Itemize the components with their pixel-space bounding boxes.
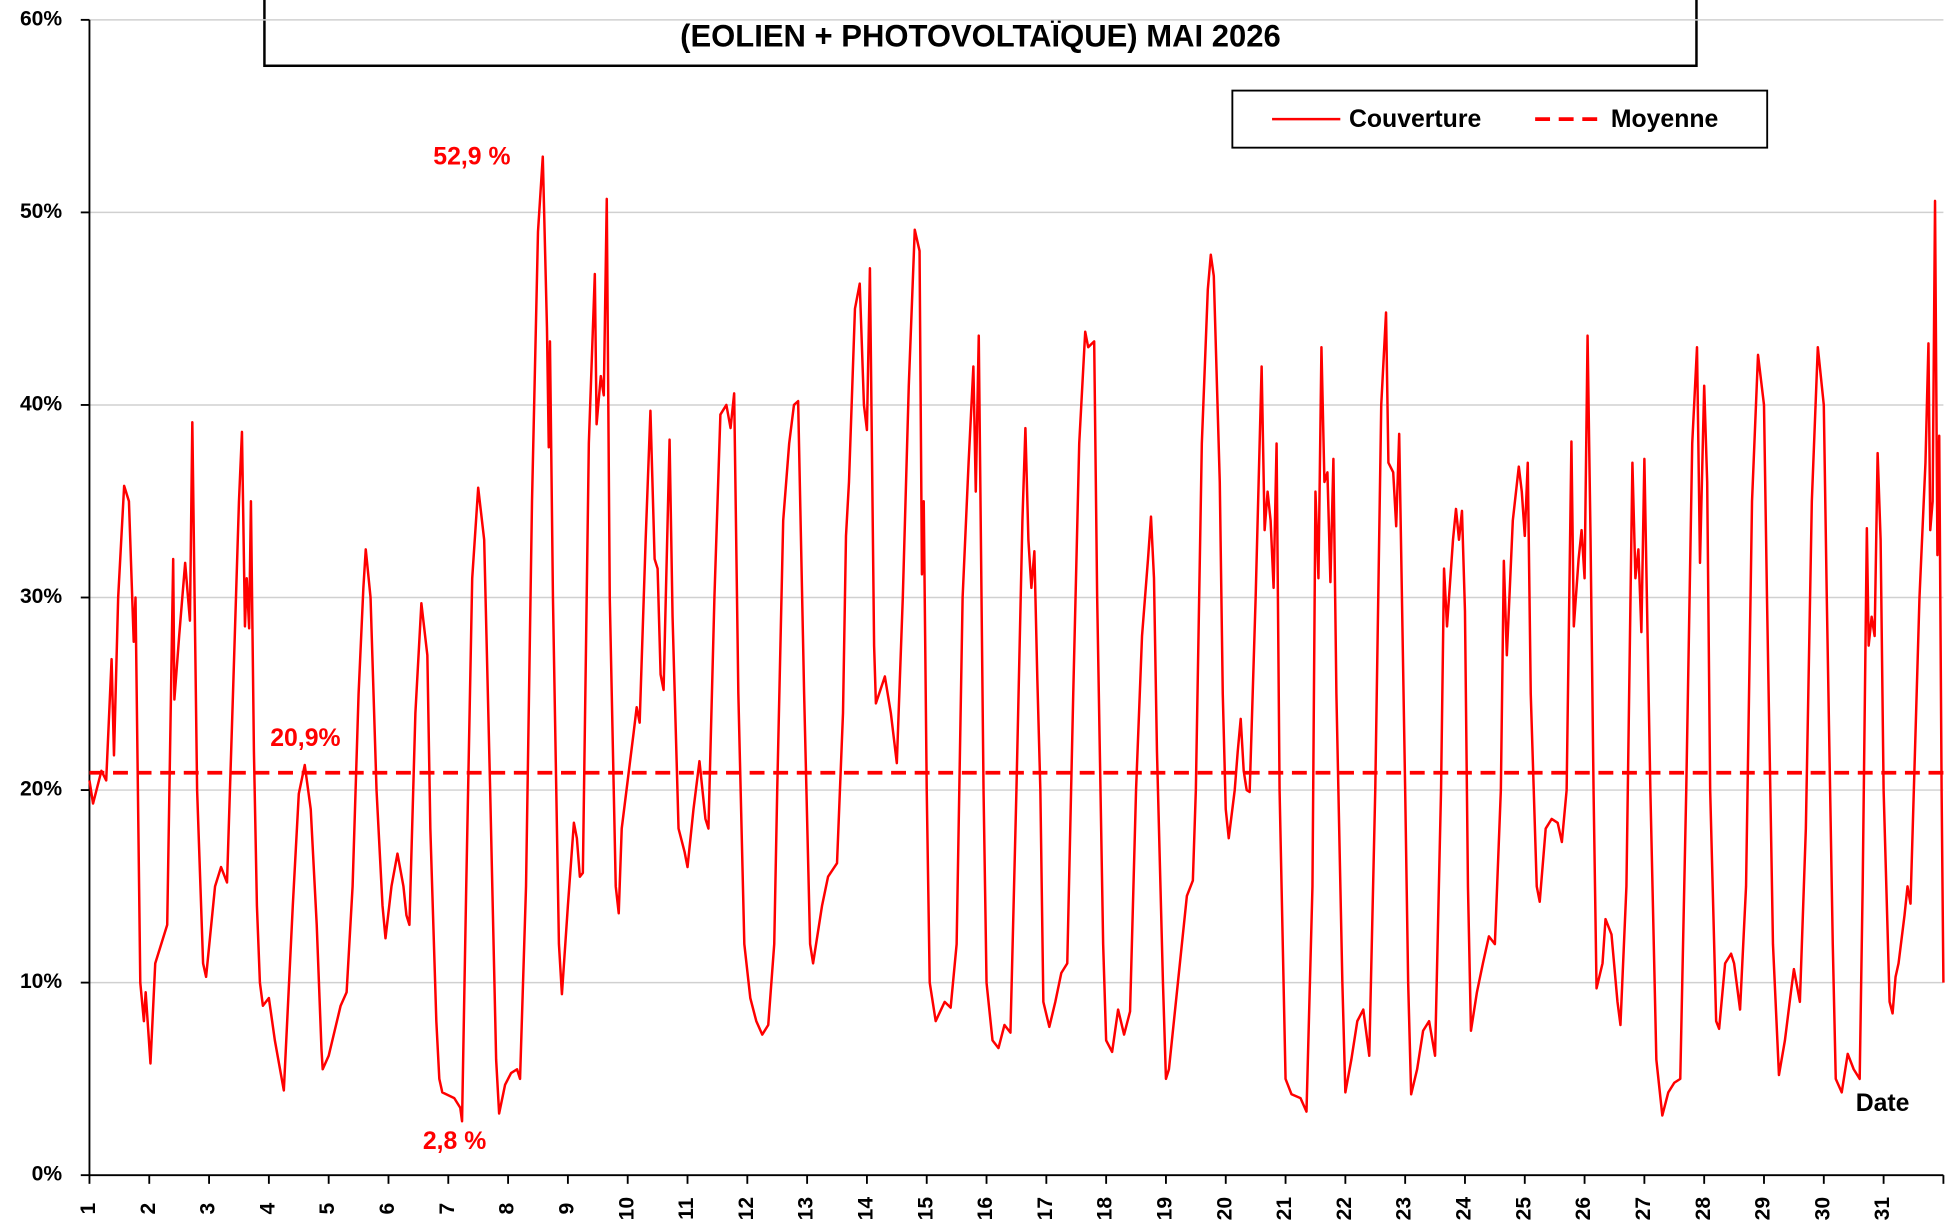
y-tick-label: 60% xyxy=(20,7,62,30)
x-tick-label: 17 xyxy=(1034,1197,1057,1220)
title-box xyxy=(263,0,1698,68)
legend-label: Moyenne xyxy=(1611,106,1718,133)
x-tick-label: 7 xyxy=(436,1203,459,1215)
x-tick-label: 9 xyxy=(555,1203,578,1215)
annotation: 2,8 % xyxy=(423,1128,486,1155)
y-tick-label: 30% xyxy=(20,585,62,608)
x-tick-label: 18 xyxy=(1094,1197,1117,1221)
series-line xyxy=(88,155,1945,1123)
x-tick-label: 5 xyxy=(316,1203,339,1215)
x-tick-label: 25 xyxy=(1512,1197,1535,1221)
legend-label: Couverture xyxy=(1349,106,1481,133)
y-tick-label: 0% xyxy=(32,1163,63,1186)
x-tick-label: 31 xyxy=(1871,1197,1894,1221)
y-tick-label: 20% xyxy=(20,778,62,801)
x-tick-label: 8 xyxy=(496,1203,519,1215)
x-tick-label: 23 xyxy=(1393,1197,1416,1220)
x-tick-label: 11 xyxy=(675,1197,698,1220)
x-tick-label: 1 xyxy=(77,1203,100,1215)
x-tick-label: 12 xyxy=(735,1197,758,1220)
x-tick-label: 20 xyxy=(1213,1197,1236,1220)
annotation: 52,9 % xyxy=(433,143,510,170)
x-tick-label: 16 xyxy=(974,1197,997,1220)
x-tick-label: 13 xyxy=(795,1197,818,1220)
x-tick-label: 2 xyxy=(137,1203,160,1215)
y-tick-label: 10% xyxy=(20,970,62,993)
y-tick-label: 50% xyxy=(20,200,62,223)
x-tick-label: 14 xyxy=(854,1197,877,1221)
chart-title: (EOLIEN + PHOTOVOLTAÏQUE) MAI 2026 xyxy=(680,19,1281,54)
x-tick-label: 3 xyxy=(197,1203,220,1215)
mean-label: 20,9% xyxy=(270,725,340,752)
x-tick-label: 26 xyxy=(1572,1197,1595,1220)
x-tick-label: 19 xyxy=(1154,1197,1177,1220)
x-tick-label: 22 xyxy=(1333,1197,1356,1220)
x-tick-label: 21 xyxy=(1273,1197,1296,1221)
x-tick-label: 27 xyxy=(1632,1197,1655,1220)
x-tick-label: 4 xyxy=(256,1203,279,1215)
x-tick-label: 24 xyxy=(1453,1197,1476,1221)
x-axis-label: Date xyxy=(1856,1090,1910,1117)
x-tick-label: 10 xyxy=(615,1197,638,1220)
y-tick-label: 40% xyxy=(20,393,62,416)
x-tick-label: 30 xyxy=(1811,1197,1834,1220)
x-tick-label: 29 xyxy=(1752,1197,1775,1220)
x-tick-label: 15 xyxy=(914,1197,937,1221)
x-tick-label: 6 xyxy=(376,1203,399,1215)
x-tick-label: 28 xyxy=(1692,1197,1715,1221)
